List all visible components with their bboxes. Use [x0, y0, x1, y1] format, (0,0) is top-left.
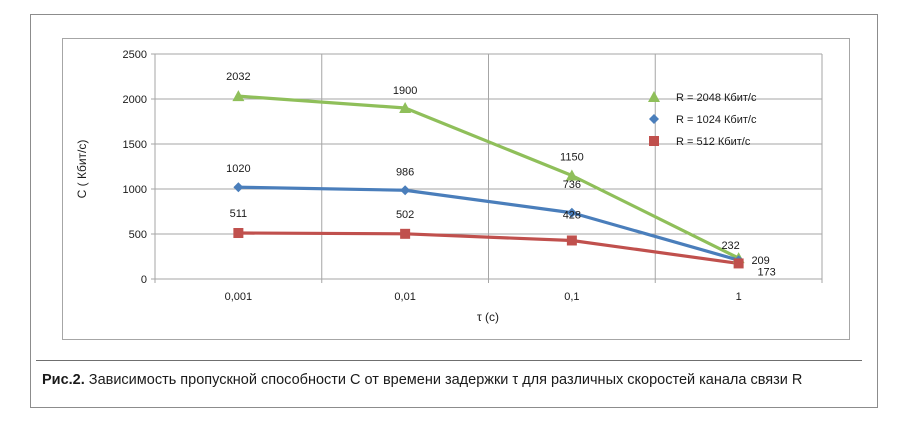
- data-label: 2032: [226, 71, 250, 83]
- series-line: [236, 185, 741, 262]
- chart-area-border: [62, 38, 850, 340]
- legend-label: R = 2048 Кбит/с: [676, 92, 757, 104]
- caption-text: Зависимость пропускной способности C от …: [84, 372, 803, 388]
- series-markers: [232, 90, 745, 269]
- caption-separator: [36, 360, 862, 361]
- data-point-marker: [565, 169, 578, 181]
- x-axis-ticks: 0,001 0,01 0,1 1: [225, 291, 742, 303]
- legend-marker: [649, 136, 659, 146]
- x-tick-label: 1: [736, 291, 742, 303]
- data-labels: 2032 1900 1150 232 1020 986 736 209 511 502 428 173: [226, 71, 776, 278]
- data-point-marker: [566, 207, 577, 218]
- data-label: 502: [396, 209, 414, 221]
- legend-label: R = 1024 Кбит/с: [676, 114, 757, 126]
- data-point-marker: [233, 228, 244, 239]
- y-tick-label: 1500: [123, 139, 147, 151]
- data-label: 736: [563, 179, 581, 191]
- figure-caption: Рис.2. Зависимость пропускной способност…: [42, 372, 802, 388]
- data-point-marker: [233, 182, 244, 193]
- data-label: 1900: [393, 85, 417, 97]
- data-point-marker: [733, 258, 744, 269]
- legend-label: R = 512 Кбит/с: [676, 136, 751, 148]
- x-axis-label: τ (с): [477, 310, 499, 324]
- series-line: [236, 231, 741, 266]
- y-tick-label: 500: [129, 229, 147, 241]
- data-label: 511: [230, 208, 248, 220]
- y-tick-label: 0: [141, 274, 147, 286]
- data-point-marker: [566, 235, 577, 246]
- y-axis-label: C ( Кбит/с): [75, 140, 89, 199]
- x-tick-label: 0,001: [225, 291, 253, 303]
- data-label: 232: [721, 240, 739, 252]
- data-label: 209: [751, 255, 769, 267]
- series-line: [236, 94, 741, 260]
- data-label: 1150: [560, 152, 584, 164]
- y-axis-ticks: 0 500 1000 1500 2000 2500: [123, 49, 147, 286]
- y-tick-label: 1000: [123, 184, 147, 196]
- data-point-marker: [400, 228, 411, 239]
- y-tick-label: 2500: [123, 49, 147, 61]
- data-point-marker: [400, 185, 411, 196]
- data-label: 1020: [226, 163, 250, 175]
- data-point-marker: [232, 90, 245, 102]
- legend: R = 2048 Кбит/с R = 1024 Кбит/с R = 512 Кб…: [648, 91, 757, 148]
- figure-frame: [30, 14, 878, 408]
- x-tick-label: 0,1: [564, 291, 579, 303]
- legend-marker: [649, 114, 659, 124]
- caption-label: Рис.2.: [42, 372, 85, 388]
- data-label: 986: [396, 166, 414, 178]
- series-lines: [236, 94, 741, 266]
- data-label: 428: [563, 209, 581, 221]
- x-tick-label: 0,01: [394, 291, 415, 303]
- data-label: 173: [757, 266, 775, 278]
- data-point-marker: [399, 102, 412, 113]
- y-tick-label: 2000: [123, 94, 147, 106]
- legend-marker: [648, 91, 660, 102]
